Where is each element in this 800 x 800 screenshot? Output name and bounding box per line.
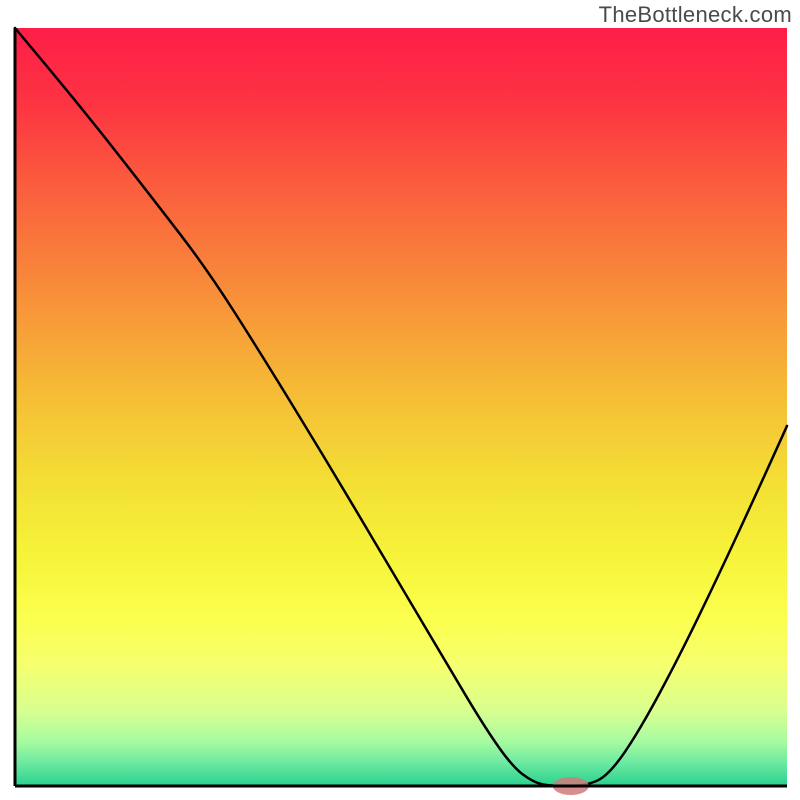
bottleneck-curve-chart: [0, 0, 800, 800]
watermark-text: TheBottleneck.com: [599, 2, 792, 28]
chart-container: [0, 0, 800, 800]
